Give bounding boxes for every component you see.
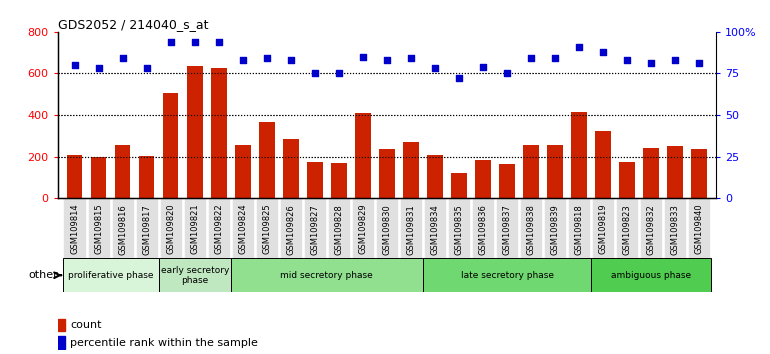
Bar bbox=[591, 258, 711, 292]
Bar bbox=[668, 146, 683, 198]
Bar bbox=[571, 112, 587, 198]
Bar bbox=[283, 139, 299, 198]
Point bbox=[525, 56, 537, 61]
Point bbox=[333, 71, 345, 76]
Bar bbox=[259, 122, 275, 198]
Bar bbox=[379, 149, 395, 198]
Point bbox=[693, 61, 705, 66]
Bar bbox=[595, 131, 611, 198]
Point bbox=[405, 56, 417, 61]
Bar bbox=[451, 173, 467, 198]
Text: early secretory
phase: early secretory phase bbox=[160, 266, 229, 285]
Point bbox=[597, 49, 609, 55]
Point bbox=[213, 39, 225, 45]
Point bbox=[549, 56, 561, 61]
Point bbox=[380, 57, 393, 63]
Point bbox=[116, 56, 129, 61]
Text: GDS2052 / 214040_s_at: GDS2052 / 214040_s_at bbox=[58, 18, 208, 31]
Bar bbox=[691, 149, 707, 198]
Bar bbox=[163, 93, 179, 198]
Point bbox=[621, 57, 634, 63]
Bar bbox=[475, 160, 490, 198]
Bar bbox=[619, 162, 635, 198]
Point bbox=[573, 44, 585, 50]
Point bbox=[140, 65, 152, 71]
Point bbox=[260, 56, 273, 61]
Text: percentile rank within the sample: percentile rank within the sample bbox=[70, 338, 258, 348]
Point bbox=[236, 57, 249, 63]
Point bbox=[669, 57, 681, 63]
Bar bbox=[307, 162, 323, 198]
Bar bbox=[547, 145, 563, 198]
Point bbox=[357, 54, 369, 59]
Point bbox=[477, 64, 489, 70]
Point bbox=[429, 65, 441, 71]
Bar bbox=[187, 66, 203, 198]
Text: count: count bbox=[70, 320, 102, 330]
Point bbox=[69, 62, 81, 68]
Text: ambiguous phase: ambiguous phase bbox=[611, 271, 691, 280]
Text: late secretory phase: late secretory phase bbox=[460, 271, 554, 280]
Text: mid secretory phase: mid secretory phase bbox=[280, 271, 373, 280]
Point bbox=[309, 71, 321, 76]
Point bbox=[285, 57, 297, 63]
Bar bbox=[62, 258, 159, 292]
Text: other: other bbox=[28, 270, 59, 280]
Bar bbox=[423, 258, 591, 292]
Bar bbox=[58, 319, 65, 331]
Bar bbox=[403, 142, 419, 198]
Point bbox=[501, 71, 514, 76]
Bar bbox=[235, 145, 250, 198]
Bar bbox=[427, 155, 443, 198]
Bar bbox=[67, 155, 82, 198]
Bar bbox=[91, 156, 106, 198]
Bar bbox=[211, 68, 226, 198]
Text: proliferative phase: proliferative phase bbox=[68, 271, 153, 280]
Bar bbox=[58, 336, 65, 349]
Bar bbox=[644, 148, 659, 198]
Bar bbox=[355, 113, 370, 198]
Bar bbox=[115, 145, 130, 198]
Bar bbox=[159, 258, 231, 292]
Point bbox=[453, 76, 465, 81]
Bar bbox=[331, 163, 347, 198]
Point bbox=[165, 39, 177, 45]
Point bbox=[189, 39, 201, 45]
Point bbox=[92, 65, 105, 71]
Bar bbox=[499, 164, 515, 198]
Bar bbox=[524, 145, 539, 198]
Bar bbox=[139, 156, 155, 198]
Point bbox=[645, 61, 658, 66]
Bar bbox=[231, 258, 423, 292]
